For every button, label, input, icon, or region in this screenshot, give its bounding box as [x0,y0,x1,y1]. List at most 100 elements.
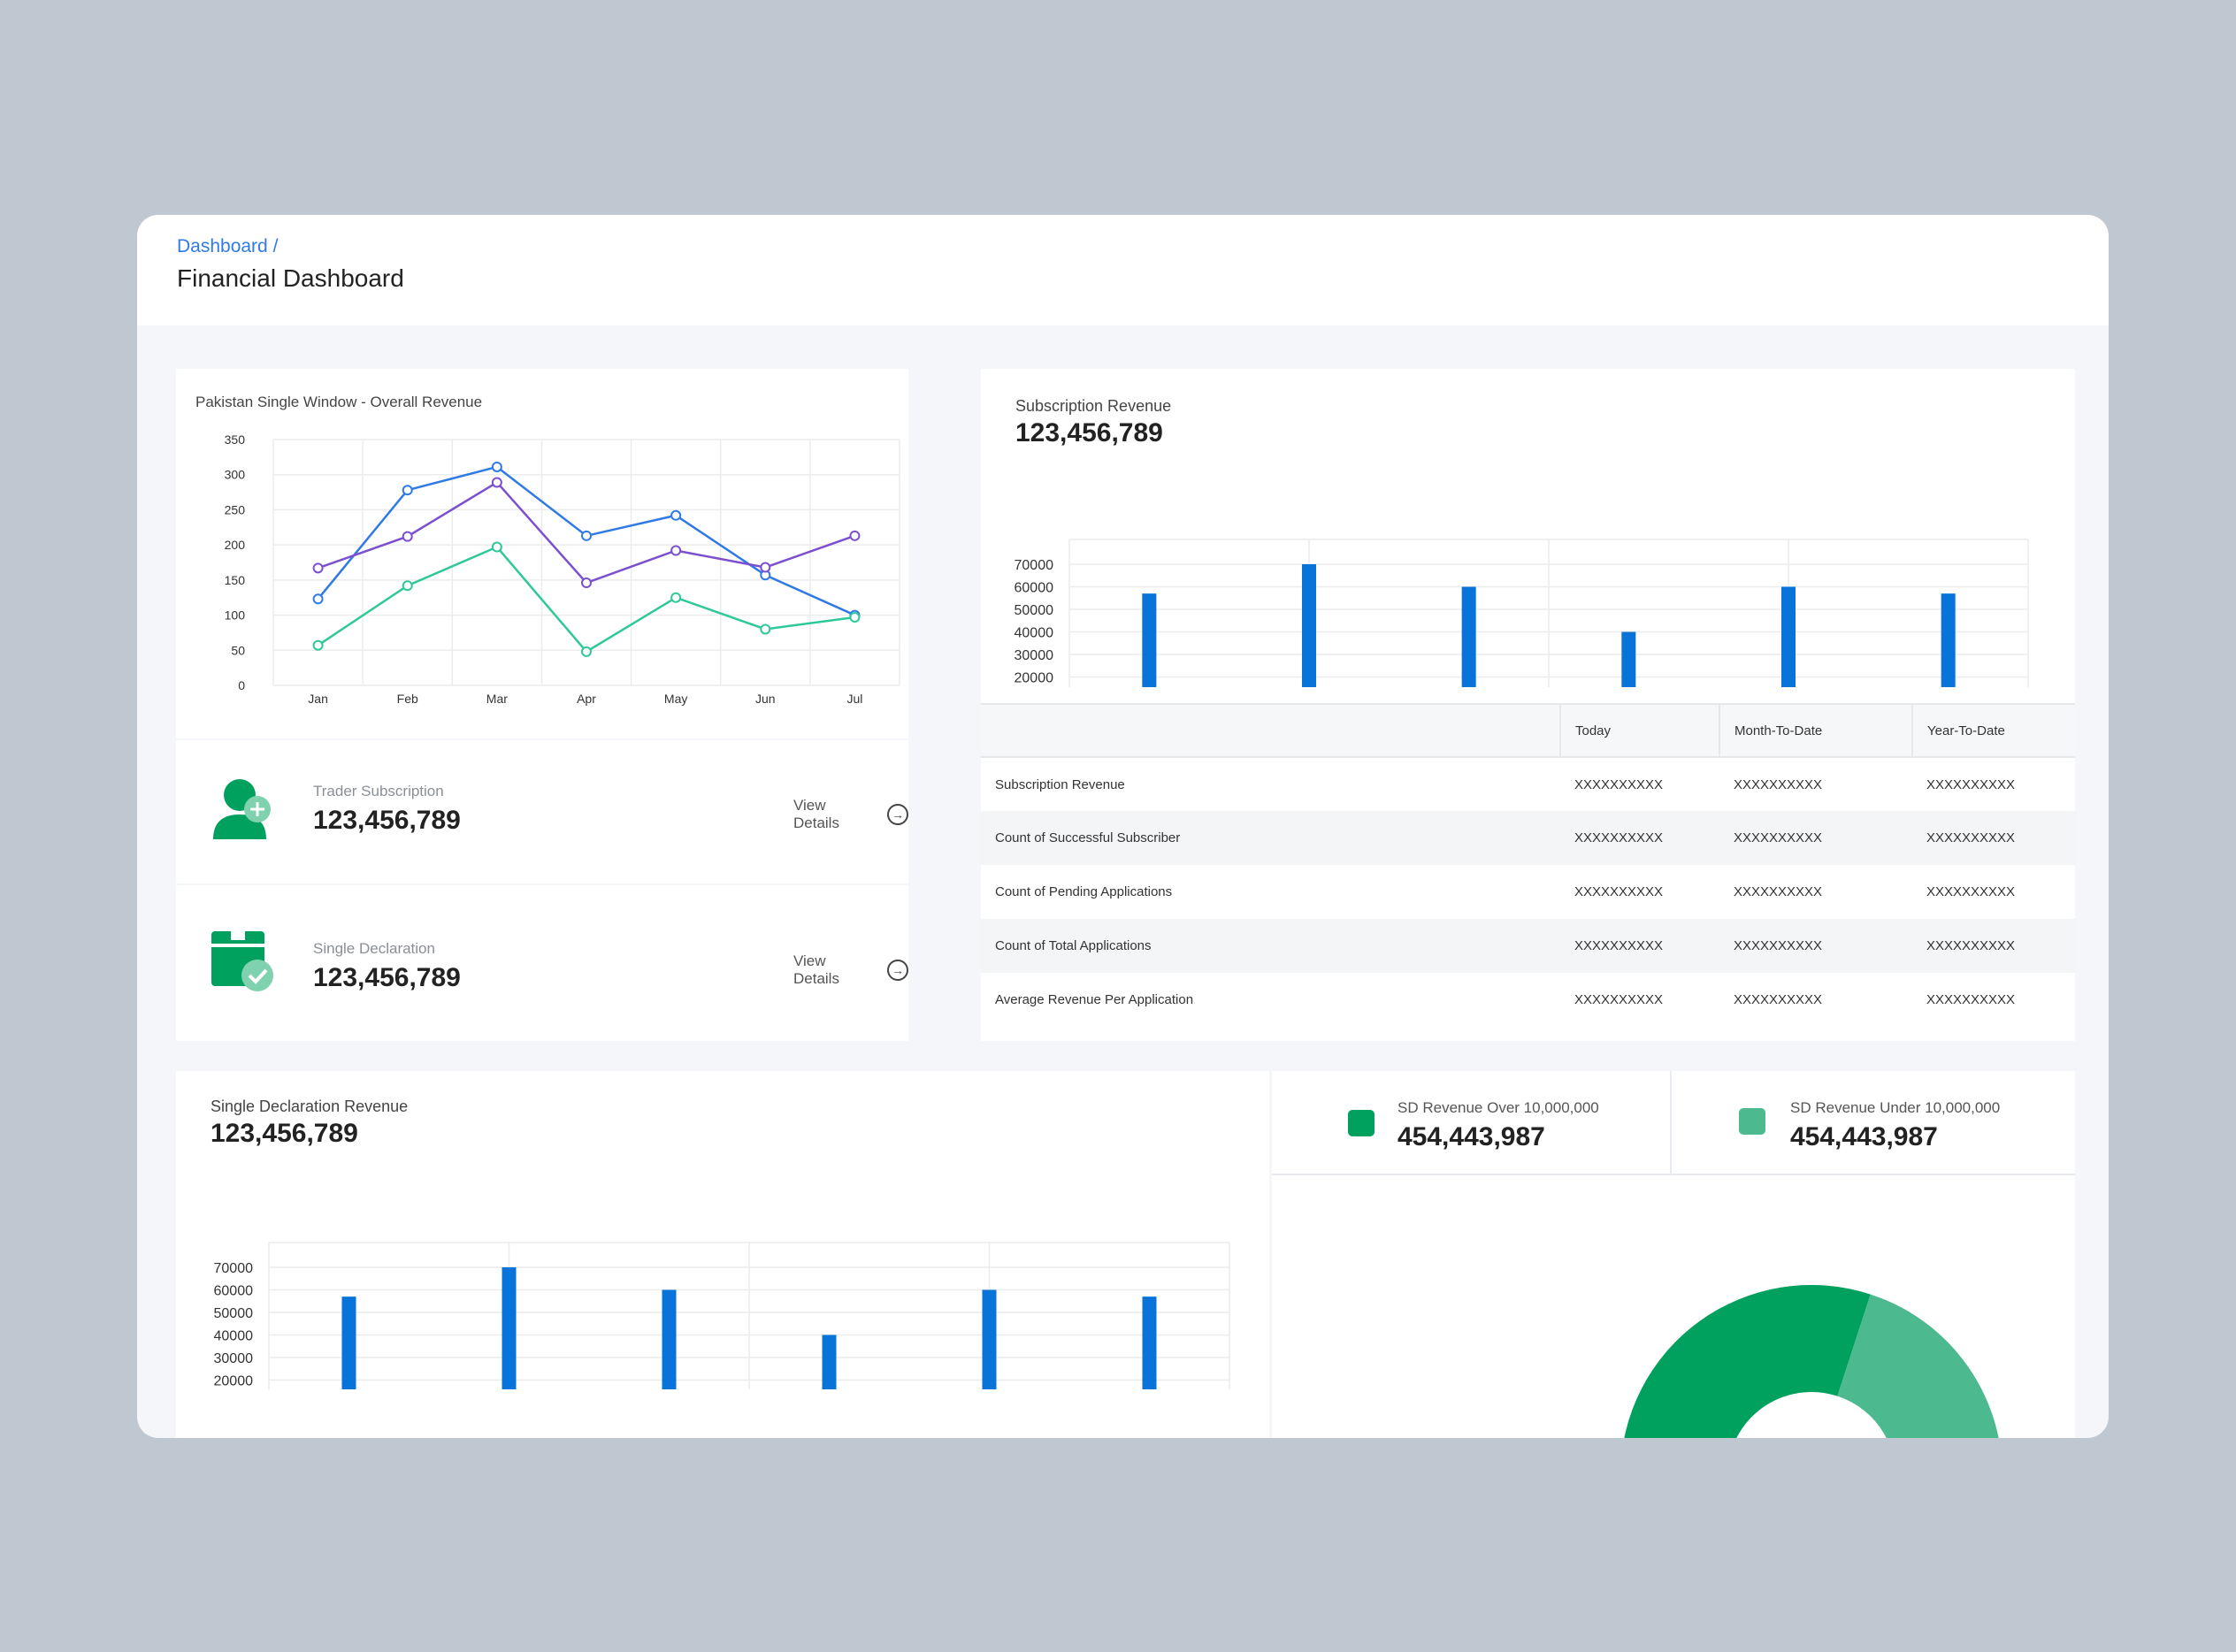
bar [982,1289,997,1389]
table-cell: XXXXXXXXXX [1734,992,1823,1007]
y-tick-label: 70000 [214,1261,254,1276]
table-cell: XXXXXXXXXX [1574,776,1664,792]
x-tick-label: May [664,692,687,706]
table-row: Count of Total Applications XXXXXXXXXX XXX… [981,919,2075,973]
table-row: Count of Successful Subscriber XXXXXXXXXX… [981,811,2075,865]
y-tick-label: 50000 [214,1306,254,1321]
data-point [581,530,592,541]
y-tick-label: 70000 [1015,558,1054,573]
table-cell: Count of Total Applications [981,919,1560,973]
donut-slice [1624,1285,1871,1438]
trader-subscription-view-details[interactable]: View Details → [793,797,908,832]
trader-subscription-value: 123,456,789 [313,806,461,835]
table-cell: XXXXXXXXXX [1560,919,1719,973]
y-tick-label: 100 [225,608,246,623]
y-tick-label: 40000 [214,1329,254,1344]
sd-revenue-card: Single Declaration Revenue 123,456,789 1… [176,1071,1269,1438]
bar [1941,593,1956,687]
sd-split-divider [1272,1174,2075,1175]
dashboard-frame: Dashboard / Financial Dashboard Pakistan… [137,215,2109,1438]
subscription-revenue-bar-chart: 10000200003000040000500006000070000 [1015,539,2029,687]
sd-over-legend: SD Revenue Over 10,000,000 454,443,987 [1272,1071,1672,1174]
x-tick-label: Mar [486,692,508,706]
bar [1142,1296,1157,1389]
sd-under-label: SD Revenue Under 10,000,000 [1790,1099,2001,1116]
trader-subscription-label: Trader Subscription [313,783,444,799]
view-details-label: View Details [793,952,839,987]
table-cell: XXXXXXXXXX [1719,811,1912,865]
overall-revenue-line-chart: 0 50 100 150 200 250 300 350 Jan Feb Mar Apr May Jun J… [225,432,900,706]
bar [502,1267,517,1389]
y-tick-label: 20000 [1015,671,1054,686]
single-declaration-label: Single Declaration [313,940,435,957]
y-tick-label: 20000 [214,1374,254,1389]
x-tick-label: Jan [308,692,328,706]
series-line [317,546,855,654]
arrow-right-icon: → [887,960,908,981]
bar [1142,593,1157,687]
table-header-row: Today Month-To-Date Year-To-Date [981,703,2075,758]
data-point [402,485,413,496]
x-tick-label: Feb [397,692,418,706]
sd-over-value: 454,443,987 [1398,1122,1545,1151]
data-point [670,545,682,556]
single-declaration-view-details[interactable]: View Details → [793,952,908,988]
table-cell: XXXXXXXXXX [1926,992,2016,1007]
y-tick-label: 250 [225,502,246,516]
trader-subscription-card: Trader Subscription 123,456,789 View Det… [176,740,908,883]
arrow-right-icon: → [887,804,908,825]
y-tick-label: 150 [225,573,246,587]
table-cell: Average Revenue Per Application [995,992,1194,1007]
subscription-revenue-value: 123,456,789 [1015,418,1163,447]
table-cell: XXXXXXXXXX [1560,811,1719,865]
bar [662,1289,677,1389]
data-point [402,580,413,592]
sd-under-value: 454,443,987 [1790,1122,1938,1151]
data-point [760,562,771,573]
subscription-revenue-card: Subscription Revenue 123,456,789 1000020… [981,369,2075,1041]
sd-split-donut-chart [1624,1285,1999,1438]
y-tick-label: 350 [225,432,246,447]
bar [822,1335,837,1389]
data-point [581,646,592,657]
data-point [491,461,502,472]
calendar-check-icon [211,931,273,991]
data-point [491,541,502,553]
bar [1781,586,1796,687]
sd-under-legend: SD Revenue Under 10,000,000 454,443,987 [1672,1071,2075,1174]
table-cell: XXXXXXXXXX [1734,884,1823,899]
table-row: Subscription Revenue XXXXXXXXXX XXXXXXXXXX… [981,757,2075,811]
table-cell: XXXXXXXXXX [1734,776,1823,792]
data-point [312,562,324,574]
data-point [312,639,324,651]
subscription-revenue-table: Today Month-To-Date Year-To-Date Subscript… [981,703,2075,1027]
y-tick-label: 60000 [1015,581,1054,596]
sd-over-label: SD Revenue Over 10,000,000 [1398,1099,1599,1116]
data-point [312,593,324,605]
overall-revenue-card: Pakistan Single Window - Overall Revenue… [176,369,908,738]
y-tick-label: 50000 [1015,603,1054,618]
y-tick-label: 30000 [1015,648,1054,663]
table-cell: XXXXXXXXXX [1574,884,1664,899]
sd-split-card: SD Revenue Over 10,000,000 454,443,987 S… [1272,1071,2075,1438]
table-cell: XXXXXXXXXX [1719,919,1912,973]
table-cell: XXXXXXXXXX [1912,919,2075,973]
table-cell: XXXXXXXXXX [1926,884,2016,899]
table-cell: Subscription Revenue [995,776,1125,792]
breadcrumb[interactable]: Dashboard / [177,236,279,256]
sd-under-swatch [1739,1108,1765,1135]
single-declaration-value: 123,456,789 [313,963,461,992]
table-cell: Count of Pending Applications [995,884,1173,899]
sd-revenue-bar-chart: 10000200003000040000500006000070000 [214,1242,1230,1389]
x-tick-label: Apr [577,692,596,706]
data-point [491,477,502,488]
y-tick-label: 300 [225,468,246,482]
bar [1461,586,1476,687]
y-tick-label: 60000 [214,1284,254,1299]
x-tick-label: Jun [755,692,776,706]
data-point [849,530,861,541]
sd-over-swatch [1348,1110,1375,1136]
x-tick-label: Jul [846,692,862,706]
user-add-icon [213,779,271,839]
overall-revenue-title: Pakistan Single Window - Overall Revenue [195,394,483,410]
